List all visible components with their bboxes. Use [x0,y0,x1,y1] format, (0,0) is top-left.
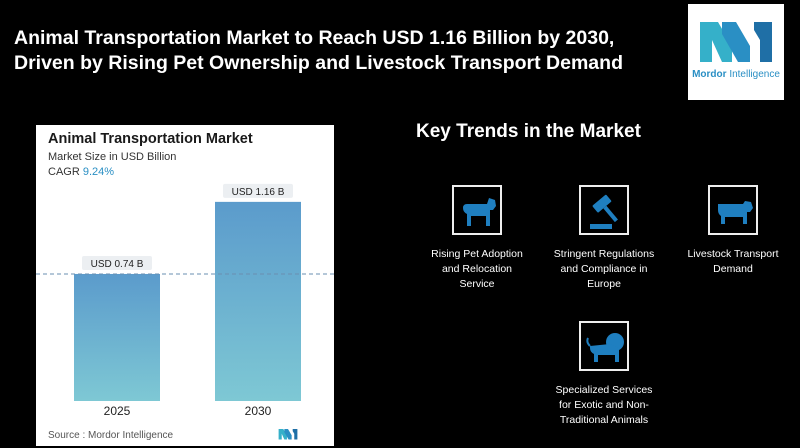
data-label: USD 0.74 B [91,259,144,270]
chart-title: Animal Transportation Market [48,131,253,147]
dog-icon [463,198,496,226]
trends-title: Key Trends in the Market [416,121,641,142]
mini-logo-icon [278,429,298,440]
chart-cagr: CAGR 9.24% [48,166,114,178]
trend-label-line: Specialized Services [555,384,653,396]
trend-icon-box [579,321,629,371]
trend-icon-box [708,185,758,235]
trend-livestock: Livestock Transport Demand [663,185,800,277]
logo-word-mordor: Mordor [692,69,727,80]
trend-icon-box [452,185,502,235]
trend-label: Specialized Services for Exotic and Non-… [534,383,674,428]
trend-label-line: Livestock Transport [687,248,779,260]
data-label-bg [82,255,152,270]
trend-label-line: Service [459,278,495,290]
headline-line-2: Driven by Rising Pet Ownership and Lives… [14,52,623,74]
trend-exotic-animals: Specialized Services for Exotic and Non-… [534,321,674,428]
trend-label-line: and Relocation [441,263,513,275]
trend-label: Livestock Transport Demand [663,247,800,277]
headline-line-1: Animal Transportation Market to Reach US… [14,27,615,49]
headline: Animal Transportation Market to Reach US… [14,26,674,76]
logo-wordmark: Mordor Intelligence [688,69,784,80]
trend-label-line: and Compliance in [560,263,648,275]
chart-card: Animal Transportation Market Market Size… [36,125,334,446]
trend-label-line: for Exotic and Non- [559,399,649,411]
trend-label: Stringent Regulations and Compliance in … [534,247,674,292]
trend-pet-adoption: Rising Pet Adoption and Relocation Servi… [407,185,547,292]
mordor-logo-icon [700,22,772,62]
category-label: 2030 [245,404,272,418]
lion-icon [586,333,624,362]
trend-label-line: Stringent Regulations [553,248,655,260]
bar-2030 [215,201,301,401]
trend-regulations: Stringent Regulations and Compliance in … [534,185,674,292]
chart-subtitle: Market Size in USD Billion [48,151,177,163]
trend-label-line: Traditional Animals [559,414,649,426]
trend-label-line: Europe [587,278,621,290]
trend-label-line: Rising Pet Adoption [431,248,523,260]
cow-icon [718,201,753,224]
cagr-value: 9.24% [82,166,115,178]
chart-source: Source : Mordor Intelligence [48,430,174,441]
bar-2025 [74,273,160,401]
brand-logo: Mordor Intelligence [688,4,784,100]
trend-label-line: Demand [713,263,753,275]
gavel-icon [590,194,618,229]
logo-word-intelligence: Intelligence [729,69,780,80]
data-label-bg [223,183,293,198]
category-label: 2025 [104,404,131,418]
trend-icon-box [579,185,629,235]
data-label: USD 1.16 B [232,187,285,198]
trend-label: Rising Pet Adoption and Relocation Servi… [407,247,547,292]
cagr-label: CAGR [48,166,80,178]
bar-chart: USD 0.74 B 2025 USD 1.16 B 2030 [36,183,334,418]
